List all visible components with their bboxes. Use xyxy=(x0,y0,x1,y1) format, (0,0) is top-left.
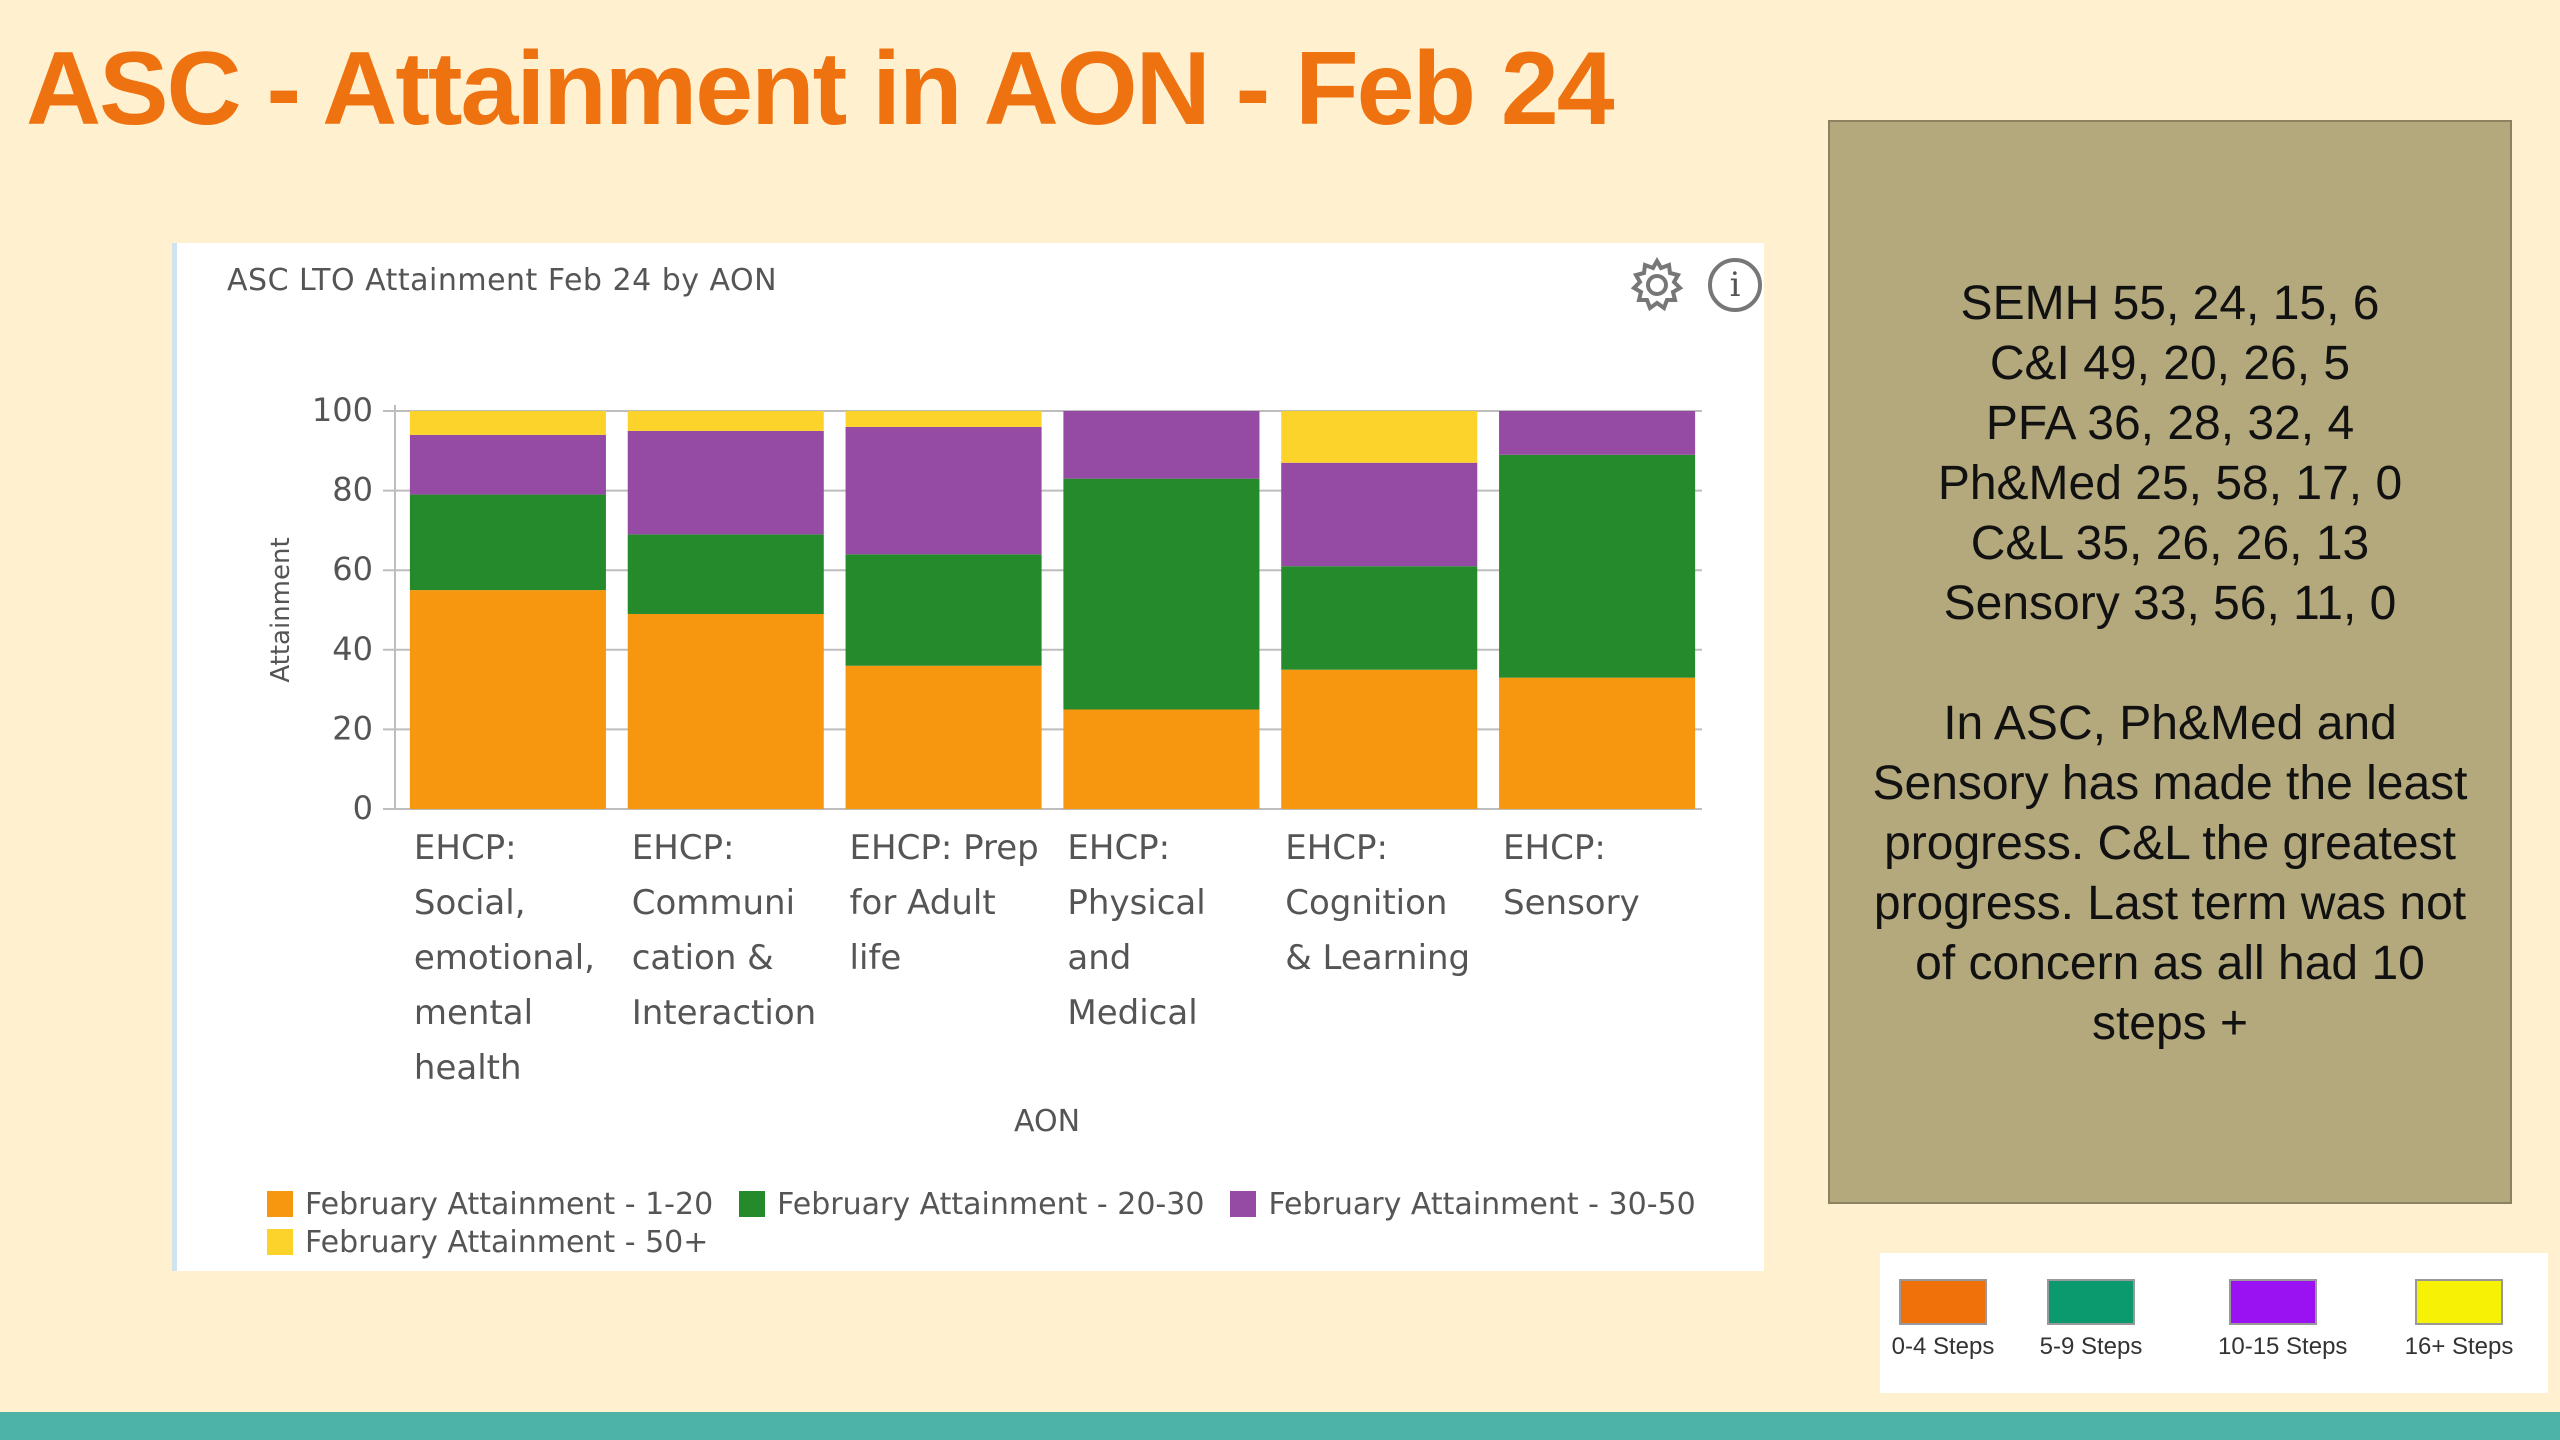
bar-segment xyxy=(1281,462,1478,567)
legend-row-1: February Attainment - 1-20 February Atta… xyxy=(267,1185,1747,1223)
bar-segment xyxy=(1063,478,1260,710)
bar-segment xyxy=(845,411,1042,427)
y-tick-label: 80 xyxy=(332,471,373,509)
bar-segment xyxy=(1281,411,1478,463)
x-tick-label: emotional, xyxy=(414,938,595,978)
legend-item-50-plus[interactable]: February Attainment - 50+ xyxy=(267,1225,708,1260)
key-label: 0-4 Steps xyxy=(1891,1333,1995,1360)
x-tick-label: EHCP: xyxy=(632,828,735,868)
key-item-16-plus-steps: 16+ Steps xyxy=(2404,1279,2514,1361)
bar-segment xyxy=(627,534,824,614)
legend-swatch xyxy=(739,1191,766,1217)
key-swatch xyxy=(2415,1279,2503,1325)
x-tick-label: Physical xyxy=(1067,883,1205,923)
bar-segment xyxy=(627,613,824,809)
summary-line: Sensory 33, 56, 11, 0 xyxy=(1943,577,2397,630)
x-tick-label: EHCP: Prep xyxy=(850,828,1039,868)
legend-label: February Attainment - 30-50 xyxy=(1268,1186,1696,1222)
key-swatch xyxy=(2047,1279,2135,1325)
summary-box: SEMH 55, 24, 15, 6 C&I 49, 20, 26, 5 PFA… xyxy=(1828,120,2512,1204)
x-tick-label: Interaction xyxy=(632,993,816,1033)
steps-key: 0-4 Steps 5-9 Steps 10-15 Steps 16+ Step… xyxy=(1880,1253,2548,1393)
key-item-0-4-steps: 0-4 Steps xyxy=(1888,1279,1998,1361)
chart-legend: February Attainment - 1-20 February Atta… xyxy=(267,1185,1747,1261)
y-tick-label: 0 xyxy=(353,789,373,827)
x-tick-label: and xyxy=(1067,938,1131,978)
chart-title: ASC LTO Attainment Feb 24 by AON xyxy=(227,263,778,298)
x-tick-label: EHCP: xyxy=(1067,828,1170,868)
x-axis-title: AON xyxy=(1014,1104,1080,1139)
bottom-bar xyxy=(0,1412,2560,1440)
y-axis-title: Attainment xyxy=(266,537,296,682)
x-tick-label: EHCP: xyxy=(414,828,517,868)
bar-segment xyxy=(1499,677,1696,809)
summary-note: In ASC, Ph&Med and Sensory has made the … xyxy=(1872,697,2468,1050)
bar-segment xyxy=(1499,411,1696,455)
bar-segment xyxy=(845,665,1042,809)
x-tick-label: & Learning xyxy=(1285,938,1470,978)
info-glyph: i xyxy=(1708,258,1762,312)
legend-label: February Attainment - 20-30 xyxy=(777,1186,1205,1222)
legend-row-2: February Attainment - 50+ xyxy=(267,1223,1747,1261)
legend-swatch xyxy=(267,1191,293,1217)
bar-segment xyxy=(1063,411,1260,479)
summary-line: C&L 35, 26, 26, 13 xyxy=(1970,517,2370,570)
x-tick-label: Medical xyxy=(1067,993,1197,1033)
x-tick-label: Social, xyxy=(414,883,526,923)
key-label: 5-9 Steps xyxy=(2039,1333,2143,1360)
legend-label: February Attainment - 1-20 xyxy=(305,1186,714,1222)
x-tick-label: health xyxy=(414,1048,522,1088)
chart-card: ASC LTO Attainment Feb 24 by AON i 0 20 40… xyxy=(172,243,1764,1271)
info-icon[interactable]: i xyxy=(1705,255,1765,315)
summary-line: PFA 36, 28, 32, 4 xyxy=(1985,397,2355,450)
key-item-5-9-steps: 5-9 Steps xyxy=(2036,1279,2146,1361)
x-tick-label: EHCP: xyxy=(1285,828,1388,868)
x-tick-label: Cognition xyxy=(1285,883,1447,923)
key-swatch xyxy=(1899,1279,1987,1325)
x-tick-label: Sensory xyxy=(1503,883,1640,923)
legend-swatch xyxy=(1230,1191,1257,1217)
x-tick-label: life xyxy=(850,938,902,978)
summary-line: Ph&Med 25, 58, 17, 0 xyxy=(1937,457,2403,510)
y-tick-label: 20 xyxy=(332,709,373,747)
gear-icon[interactable] xyxy=(1627,255,1687,315)
y-tick-label: 60 xyxy=(332,550,373,588)
legend-item-30-50[interactable]: February Attainment - 30-50 xyxy=(1230,1186,1696,1222)
bar-segment xyxy=(1499,454,1696,678)
x-tick-label: mental xyxy=(414,993,533,1033)
legend-label: February Attainment - 50+ xyxy=(305,1224,709,1260)
summary-line: SEMH 55, 24, 15, 6 xyxy=(1960,277,2380,330)
slide-title: ASC - Attainment in AON - Feb 24 xyxy=(26,31,1615,147)
key-item-10-15-steps: 10-15 Steps xyxy=(2218,1279,2348,1361)
legend-item-1-20[interactable]: February Attainment - 1-20 xyxy=(267,1187,713,1222)
summary-line: C&I 49, 20, 26, 5 xyxy=(1989,337,2351,390)
bar-segment xyxy=(627,430,824,535)
x-tick-label: EHCP: xyxy=(1503,828,1606,868)
key-swatch xyxy=(2229,1279,2317,1325)
y-tick-label: 40 xyxy=(332,630,373,668)
bar-segment xyxy=(627,411,824,431)
x-tick-label: Communi xyxy=(632,883,795,923)
bar-segment xyxy=(409,434,606,495)
bar-segment xyxy=(1281,669,1478,809)
bar-segment xyxy=(409,494,606,591)
bar-segment xyxy=(409,411,606,435)
bar-segment xyxy=(845,554,1042,666)
x-tick-label: cation & xyxy=(632,938,774,978)
legend-swatch xyxy=(267,1229,293,1255)
bar-segment xyxy=(1281,566,1478,670)
key-label: 16+ Steps xyxy=(2404,1333,2514,1360)
x-tick-label: for Adult xyxy=(850,883,996,923)
legend-item-20-30[interactable]: February Attainment - 20-30 xyxy=(739,1187,1204,1222)
bar-segment xyxy=(845,426,1042,555)
stacked-bar-chart: 0 20 40 60 80 100 EHCP: Social, emotional, mental… xyxy=(266,391,1702,1139)
bar-segment xyxy=(409,590,606,809)
y-tick-label: 100 xyxy=(312,391,373,429)
key-label: 10-15 Steps xyxy=(2218,1333,2348,1360)
bar-segment xyxy=(1063,709,1260,809)
